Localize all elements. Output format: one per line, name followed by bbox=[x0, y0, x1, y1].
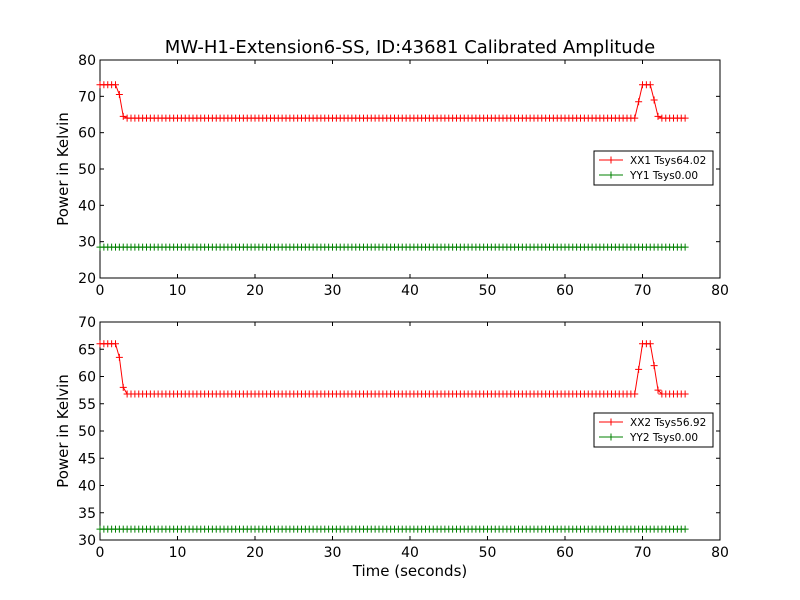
y-axis-label: Power in Kelvin bbox=[54, 374, 72, 488]
data-point bbox=[650, 362, 658, 370]
data-point bbox=[119, 112, 127, 120]
data-point bbox=[681, 243, 689, 251]
legend-marker bbox=[607, 433, 615, 441]
series-line bbox=[100, 84, 686, 119]
data-point bbox=[635, 98, 643, 106]
y-tick-label: 20 bbox=[78, 271, 96, 287]
x-tick-label: 40 bbox=[401, 283, 419, 299]
y-tick-label: 70 bbox=[78, 315, 96, 331]
data-point bbox=[681, 525, 689, 533]
series-line bbox=[100, 343, 686, 395]
x-tick-label: 50 bbox=[479, 283, 497, 299]
x-tick-label: 60 bbox=[556, 283, 574, 299]
y-tick-label: 65 bbox=[78, 342, 96, 358]
chart-panel-1: 0 10 20 30 40 50 60 70 80 20 30 40 50 60 70 80 Power in … bbox=[54, 53, 729, 299]
data-point bbox=[650, 96, 658, 104]
chart-title: MW-H1-Extension6-SS, ID:43681 Calibrated… bbox=[165, 37, 655, 58]
y-tick-label: 40 bbox=[78, 198, 96, 214]
x-tick-label: 80 bbox=[711, 545, 729, 561]
series-1 bbox=[96, 340, 689, 398]
x-tick-label: 40 bbox=[401, 545, 419, 561]
legend-frame bbox=[593, 150, 714, 186]
data-point bbox=[631, 114, 639, 122]
x-tick-label: 30 bbox=[324, 283, 342, 299]
y-tick-label: 60 bbox=[78, 126, 96, 142]
y-tick-label: 55 bbox=[78, 397, 96, 413]
x-axis-label: Time (seconds) bbox=[352, 562, 468, 580]
series-2 bbox=[96, 243, 689, 251]
legend-frame bbox=[593, 412, 714, 448]
data-point bbox=[631, 390, 639, 398]
legend-marker bbox=[607, 418, 615, 426]
y-tick-label: 70 bbox=[78, 89, 96, 105]
legend: XX1 Tsys64.02 YY1 Tsys0.00 bbox=[593, 150, 714, 186]
legend-entry: XX1 Tsys64.02 bbox=[630, 155, 706, 167]
data-point bbox=[119, 383, 127, 391]
legend-entry: YY1 Tsys0.00 bbox=[629, 170, 698, 182]
y-axis-label: Power in Kelvin bbox=[54, 112, 72, 226]
y-tick-label: 80 bbox=[78, 53, 96, 69]
x-tick-label: 10 bbox=[169, 545, 187, 561]
data-point bbox=[646, 81, 654, 89]
legend-entry: YY2 Tsys0.00 bbox=[629, 432, 698, 444]
data-point bbox=[681, 114, 689, 122]
data-point bbox=[654, 386, 662, 394]
y-tick-label: 40 bbox=[78, 479, 96, 495]
data-point bbox=[115, 353, 123, 361]
data-point bbox=[635, 365, 643, 373]
y-tick-label: 35 bbox=[78, 506, 96, 522]
x-tick-label: 60 bbox=[556, 545, 574, 561]
legend-entry: XX2 Tsys56.92 bbox=[630, 417, 706, 429]
y-tick-label: 50 bbox=[78, 424, 96, 440]
data-point bbox=[681, 390, 689, 398]
x-tick-label: 0 bbox=[96, 545, 105, 561]
chart-panel-2: 0 10 20 30 40 50 60 70 80 30 35 40 45 50 55 60 65 70 Power… bbox=[54, 315, 729, 580]
data-point bbox=[646, 340, 654, 348]
x-tick-label: 30 bbox=[324, 545, 342, 561]
x-tick-label: 50 bbox=[479, 545, 497, 561]
x-tick-label: 70 bbox=[634, 545, 652, 561]
series-1 bbox=[96, 81, 689, 122]
data-point bbox=[112, 81, 119, 89]
x-tick-label: 20 bbox=[246, 283, 264, 299]
y-tick-label: 45 bbox=[78, 451, 96, 467]
x-tick-label: 10 bbox=[169, 283, 187, 299]
legend-marker bbox=[607, 156, 615, 164]
y-tick-label: 30 bbox=[78, 533, 96, 549]
x-tick-label: 0 bbox=[96, 283, 105, 299]
y-tick-label: 60 bbox=[78, 370, 96, 386]
y-tick-label: 50 bbox=[78, 162, 96, 178]
series-2 bbox=[96, 525, 689, 533]
legend: XX2 Tsys56.92 YY2 Tsys0.00 bbox=[593, 412, 714, 448]
data-point bbox=[115, 91, 123, 99]
x-tick-label: 80 bbox=[711, 283, 729, 299]
x-tick-label: 70 bbox=[634, 283, 652, 299]
data-point bbox=[654, 112, 662, 120]
data-point bbox=[112, 340, 119, 348]
legend-marker bbox=[607, 171, 615, 179]
x-tick-label: 20 bbox=[246, 545, 264, 561]
y-tick-label: 30 bbox=[78, 235, 96, 251]
